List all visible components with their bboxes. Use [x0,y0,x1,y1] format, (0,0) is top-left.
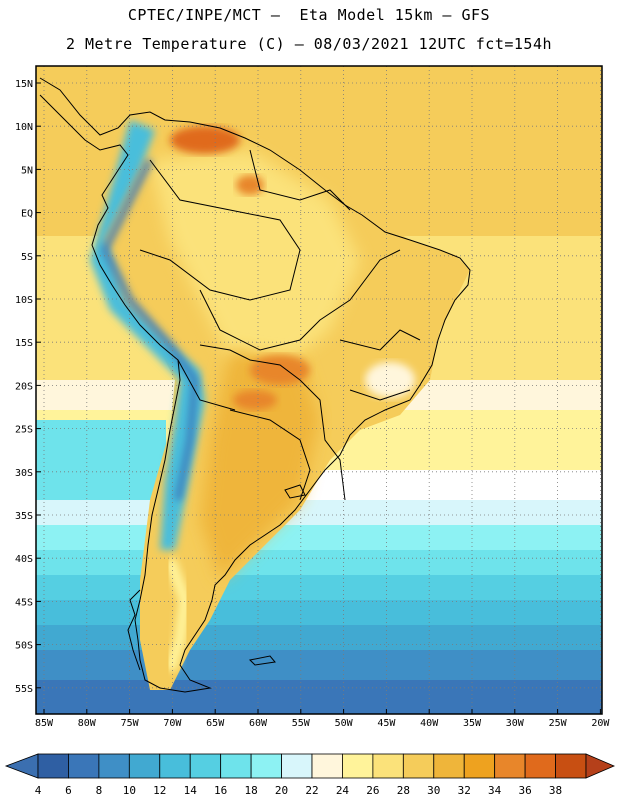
colorbar-label: 16 [214,784,227,797]
colorbar-swatch [342,753,374,779]
lat-label: 40S [15,554,33,565]
colorbar-swatch [372,753,404,779]
lat-label: 20S [15,381,33,392]
colorbar-swatch [463,753,496,779]
colorbar-label: 18 [244,784,257,797]
lon-label: 25W [549,718,568,729]
lon-label: 75W [121,718,140,729]
colorbar-swatch [402,753,435,779]
colorbar-label: 6 [65,784,72,797]
colorbar-swatch [250,753,282,779]
colorbar-swatch [281,753,313,779]
colorbar-label: 8 [96,784,103,797]
colorbar-label: 24 [336,784,350,797]
lat-label: EQ [21,209,33,220]
coastline [39,77,471,693]
lat-lon-grid [36,66,602,714]
lat-label: 30S [15,468,33,479]
colorbar-label: 36 [518,784,531,797]
lon-label: 40W [420,718,439,729]
temperature-field [36,66,602,714]
lat-label: 5S [21,252,33,263]
colorbar-label: 30 [427,784,440,797]
lon-label: 85W [35,718,54,729]
colorbar-swatch [189,753,222,779]
colorbar-label: 32 [458,784,471,797]
colorbar-swatch [311,753,343,779]
lat-label: 5N [21,165,33,176]
colorbar-swatch [159,753,191,779]
colorbar-label: 26 [366,784,379,797]
lat-label: 10S [15,295,33,306]
colorbar-label: 12 [153,784,166,797]
lon-label: 55W [292,718,311,729]
colorbar-swatch [494,753,526,779]
colorbar-label: 28 [397,784,410,797]
colorbar-label: 20 [275,784,288,797]
colorbar-swatch [68,753,100,779]
colorbar-swatch [128,753,161,779]
colorbar: 4 6 8 10 12 14 16 18 20 22 24 26 28 30 32 34 36 38 [4,753,616,797]
lat-label: 50S [15,641,33,652]
colorbar-label: 14 [184,784,198,797]
colorbar-end-left [4,753,39,779]
colorbar-end-right [585,753,616,779]
lat-label: 35S [15,511,33,522]
colorbar-label: 22 [305,784,318,797]
lon-label: 80W [78,718,97,729]
colorbar-swatch [555,753,587,779]
lon-label: 45W [377,718,396,729]
colorbar-label: 10 [123,784,136,797]
colorbar-label: 38 [549,784,562,797]
colorbar-swatch [98,753,130,779]
colorbar-swatch [524,753,556,779]
lat-label: 25S [15,425,33,436]
map-subtitle: 2 Metre Temperature (C) – 08/03/2021 12U… [65,35,553,53]
colorbar-swatch [37,753,69,779]
lat-label: 10N [15,122,33,133]
colorbar-label: 34 [488,784,502,797]
latitude-labels: 15N 10N 5N EQ 5S 10S 15S 20S 25S 30S 35S 40S 45S 50S 5… [15,79,41,695]
colorbar-swatch [220,753,252,779]
lon-label: 30W [506,718,525,729]
lon-label: 65W [206,718,225,729]
lat-label: 55S [15,684,33,695]
colorbar-label: 4 [35,784,42,797]
lat-label: 15N [15,79,33,90]
lon-label: 20W [591,718,610,729]
lat-label: 15S [15,338,33,349]
map-title: CPTEC/INPE/MCT – Eta Model 15km – GFS [127,6,491,24]
lon-label: 50W [335,718,354,729]
lon-label: 70W [163,718,182,729]
lon-label: 60W [249,718,268,729]
colorbar-swatch [433,753,465,779]
lat-label: 45S [15,597,33,608]
longitude-labels: 85W 80W 75W 70W 65W 60W 55W 50W 45W 40W 35W 30W 25W 2… [35,709,610,729]
map-frame [35,65,603,715]
lon-label: 35W [463,718,482,729]
